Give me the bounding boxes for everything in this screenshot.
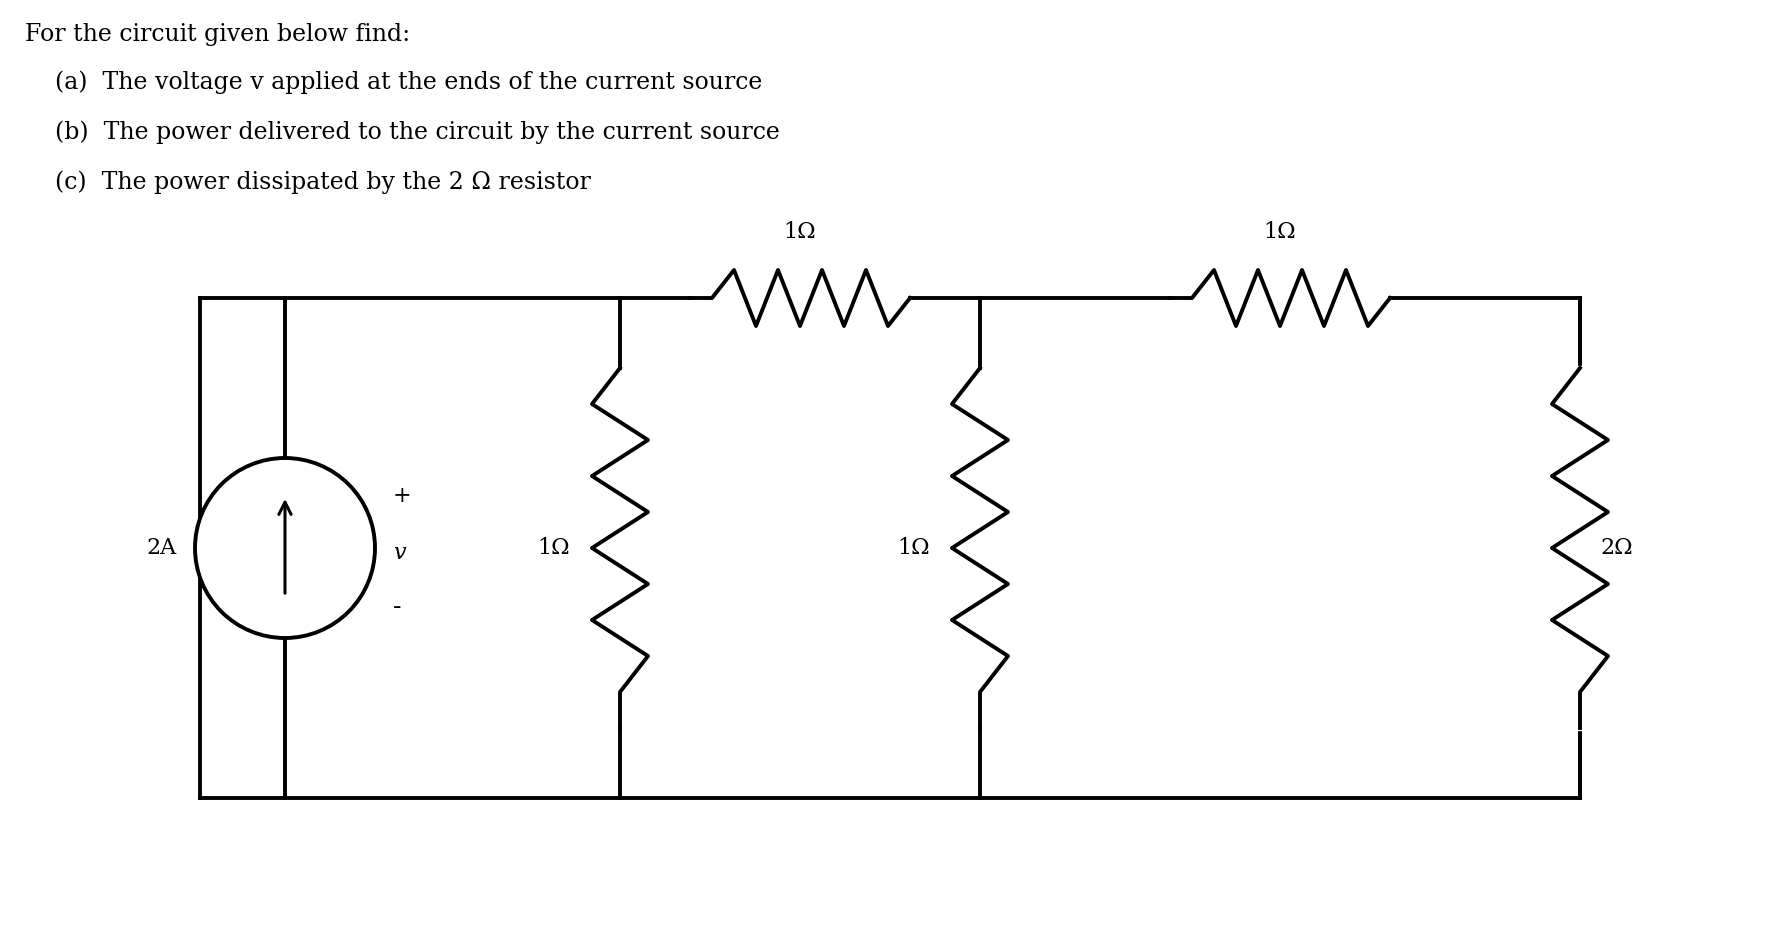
Text: (b)  The power delivered to the circuit by the current source: (b) The power delivered to the circuit b…: [25, 120, 781, 143]
Text: 1Ω: 1Ω: [1263, 221, 1296, 243]
Text: 1Ω: 1Ω: [784, 221, 816, 243]
Text: (a)  The voltage v applied at the ends of the current source: (a) The voltage v applied at the ends of…: [25, 70, 763, 94]
Text: +: +: [394, 485, 412, 507]
Text: 1Ω: 1Ω: [538, 537, 570, 559]
Text: 1Ω: 1Ω: [898, 537, 930, 559]
Text: v: v: [394, 542, 406, 564]
Text: 2A: 2A: [146, 537, 176, 559]
Text: For the circuit given below find:: For the circuit given below find:: [25, 23, 410, 46]
Circle shape: [194, 458, 374, 638]
Text: (c)  The power dissipated by the 2 Ω resistor: (c) The power dissipated by the 2 Ω resi…: [25, 170, 592, 193]
Text: 2Ω: 2Ω: [1600, 537, 1632, 559]
Text: -: -: [394, 596, 401, 619]
